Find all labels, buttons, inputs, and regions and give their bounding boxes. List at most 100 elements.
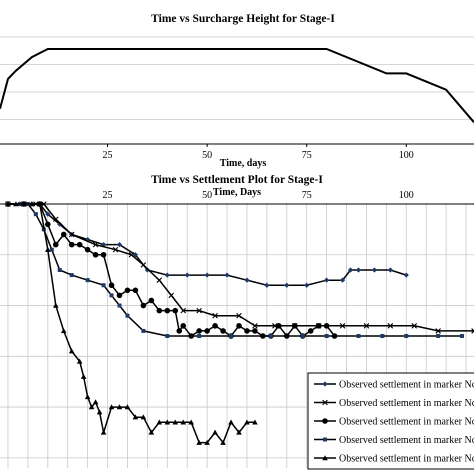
data-point <box>164 272 170 278</box>
data-point <box>148 297 155 304</box>
data-point <box>141 328 146 333</box>
data-point <box>21 201 27 207</box>
data-point <box>60 328 67 334</box>
data-point <box>164 419 171 425</box>
data-point <box>140 414 147 420</box>
data-point <box>363 323 370 329</box>
data-point <box>236 312 242 319</box>
data-point <box>356 334 361 338</box>
data-point <box>88 404 95 410</box>
data-point <box>347 267 354 273</box>
legend-label: Observed settlement in marker Nc <box>339 435 474 446</box>
data-point <box>148 429 155 435</box>
data-point <box>229 334 234 338</box>
data-point <box>387 323 394 329</box>
data-point <box>284 282 290 288</box>
data-point <box>339 323 346 329</box>
data-point <box>300 334 305 338</box>
data-point <box>252 419 258 425</box>
data-point <box>44 221 51 228</box>
data-point <box>180 307 187 314</box>
x-tick-label-top: 50 <box>202 150 212 161</box>
data-point <box>156 307 163 314</box>
data-point <box>435 328 441 334</box>
legend-label: Observed settlement in marker Nc <box>339 454 474 465</box>
data-point <box>436 334 441 338</box>
data-point <box>324 334 329 338</box>
data-point <box>471 328 474 334</box>
x-tick-label-top: 75 <box>302 150 312 161</box>
data-point <box>37 201 43 207</box>
data-point <box>92 241 99 248</box>
data-point <box>322 418 328 424</box>
data-point <box>49 247 54 252</box>
data-point <box>116 404 123 410</box>
x-tick-label-bottom: 50 <box>202 190 212 201</box>
data-point <box>180 323 187 329</box>
series-triangle <box>5 201 258 445</box>
data-point <box>212 429 218 435</box>
data-point <box>212 312 218 319</box>
x-axis-label-top: Time, days <box>220 158 267 169</box>
data-point <box>212 323 218 329</box>
data-point <box>140 262 147 268</box>
data-point <box>220 439 226 445</box>
data-point <box>33 212 38 217</box>
series-circle <box>5 201 338 339</box>
data-point <box>252 323 258 329</box>
data-point <box>315 323 322 329</box>
data-point <box>322 399 328 406</box>
legend-item: Observed settlement in marker Nc <box>314 398 474 409</box>
data-point <box>29 201 35 207</box>
x-tick-label-bottom: 100 <box>399 190 414 201</box>
data-point <box>156 419 163 425</box>
data-point <box>272 323 278 329</box>
data-point <box>144 267 150 273</box>
data-point <box>124 404 131 410</box>
series-cross <box>5 201 474 334</box>
data-point <box>84 246 91 253</box>
data-point <box>276 323 282 329</box>
data-point <box>176 328 183 334</box>
data-point <box>268 334 273 338</box>
data-point <box>52 241 59 248</box>
data-point <box>339 277 346 283</box>
data-point <box>52 302 59 308</box>
data-point <box>387 267 393 273</box>
data-point <box>184 272 190 278</box>
data-point <box>323 437 327 442</box>
data-point <box>13 201 19 207</box>
data-point <box>304 282 310 288</box>
data-point <box>172 419 179 425</box>
data-point <box>84 394 91 400</box>
data-point <box>5 201 11 207</box>
x-tick-label-bottom: 25 <box>103 190 113 201</box>
data-point <box>116 292 123 299</box>
data-point <box>355 267 362 273</box>
data-point <box>52 216 59 223</box>
data-point <box>68 241 75 248</box>
data-point <box>168 292 175 299</box>
series-diamond <box>5 201 409 288</box>
data-point <box>323 323 330 329</box>
data-point <box>196 439 202 445</box>
legend-item: Observed settlement in marker Nc <box>314 435 474 446</box>
data-point <box>92 251 99 258</box>
data-point <box>44 246 51 252</box>
series-line <box>8 203 336 338</box>
x-tick-label-bottom: 75 <box>302 190 312 201</box>
data-point <box>108 282 115 289</box>
data-point <box>196 328 202 334</box>
data-point <box>76 358 83 364</box>
legend-item: Observed settlement in marker Nc <box>314 417 474 428</box>
data-point <box>100 429 107 435</box>
data-point <box>165 334 170 338</box>
data-point <box>224 272 230 278</box>
data-point <box>132 287 139 294</box>
data-point <box>264 282 270 288</box>
data-point <box>57 268 62 272</box>
data-point <box>220 328 226 334</box>
data-point <box>45 211 51 217</box>
data-point <box>322 381 328 387</box>
data-point <box>307 328 314 334</box>
